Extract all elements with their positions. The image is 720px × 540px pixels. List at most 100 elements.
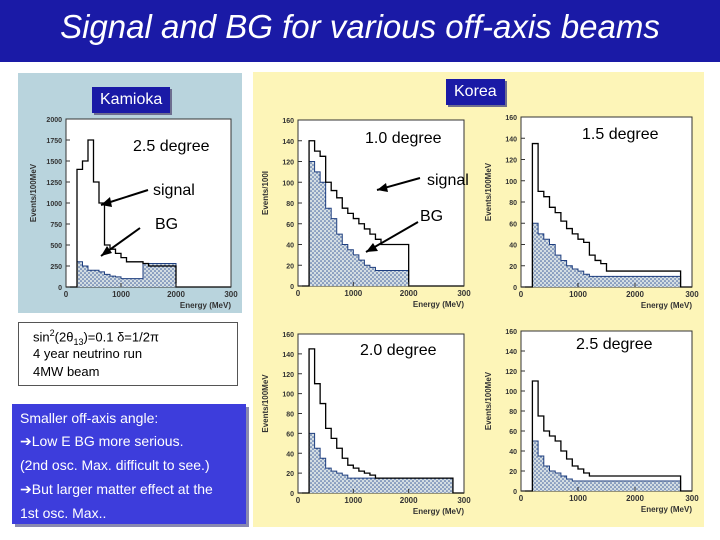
chart-label-2-5: 2.5 degree <box>576 336 653 353</box>
bg-bar <box>589 276 596 287</box>
bg-bar <box>403 478 409 493</box>
bg-bar <box>589 481 596 491</box>
bg-bar <box>137 278 143 287</box>
bg-bar <box>353 478 359 493</box>
y-tick-label: 500 <box>50 243 62 250</box>
bg-bar <box>375 270 381 286</box>
bg-bar <box>606 481 613 491</box>
bg-bar <box>612 276 618 287</box>
x-tick-label: 300 <box>685 494 699 503</box>
x-axis-label: Energy (MeV) <box>180 301 231 310</box>
bg-bar <box>617 481 624 491</box>
x-tick-label: 0 <box>519 494 524 503</box>
bg-bar <box>347 478 354 493</box>
y-tick-label: 160 <box>505 329 517 336</box>
y-tick-label: 250 <box>50 264 62 271</box>
bg-bar <box>532 223 539 287</box>
bg-bar <box>657 481 664 491</box>
bg-bar <box>543 466 550 491</box>
bg-bar <box>397 270 404 286</box>
bg-bar <box>566 265 573 287</box>
bg-bar <box>623 276 630 287</box>
bg-bar <box>148 263 154 287</box>
plot-area <box>520 330 693 492</box>
y-tick-label: 0 <box>58 285 62 292</box>
y-tick-label: 80 <box>286 412 294 419</box>
bg-bar <box>612 481 618 491</box>
bg-bar <box>572 268 578 287</box>
slide-title: Signal and BG for various off-axis beams <box>60 8 660 45</box>
bg-bar <box>320 182 326 286</box>
bg-bar <box>325 208 332 286</box>
y-tick-label: 60 <box>286 431 294 438</box>
x-tick-label: 2000 <box>400 289 418 298</box>
param-line-3: 4MW beam <box>33 364 100 379</box>
bg-bar <box>425 478 431 493</box>
x-axis-label: Energy (MeV) <box>641 301 692 310</box>
bg-bar <box>364 265 370 286</box>
note-line-4: ➔But larger matter effect at the <box>20 481 213 497</box>
y-tick-label: 1250 <box>46 180 62 187</box>
bg-bar <box>358 478 365 493</box>
bg-bar <box>657 276 664 287</box>
y-tick-label: 60 <box>509 429 517 436</box>
bg-bar <box>578 481 584 491</box>
bg-bar <box>560 260 567 287</box>
bg-bar <box>414 478 420 493</box>
bg-bar <box>369 478 376 493</box>
bg-bar <box>549 244 556 287</box>
bg-bar <box>154 263 160 287</box>
bg-bar <box>635 481 641 491</box>
bg-bar <box>640 276 647 287</box>
bg-bar <box>165 263 171 287</box>
y-tick-label: 80 <box>509 200 517 207</box>
y-tick-label: 60 <box>509 221 517 228</box>
param-sin: sin <box>33 329 50 345</box>
signal-arrowhead-korea <box>377 183 388 192</box>
bg-bar <box>600 276 607 287</box>
bg-arrowhead-korea <box>366 243 378 252</box>
y-tick-label: 2000 <box>46 117 62 124</box>
y-tick-label: 20 <box>286 471 294 478</box>
y-tick-label: 0 <box>290 284 294 291</box>
y-tick-label: 100 <box>505 389 517 396</box>
bg-bar <box>143 263 149 287</box>
y-tick-label: 60 <box>286 222 294 229</box>
y-tick-label: 20 <box>509 469 517 476</box>
bg-bar <box>381 478 387 493</box>
y-tick-label: 160 <box>282 332 294 339</box>
x-tick-label: 300 <box>457 289 471 298</box>
bg-bar <box>566 479 573 491</box>
bg-bar <box>336 473 343 493</box>
param-line-2: 4 year neutrino run <box>33 346 143 361</box>
signal-arrowhead <box>101 197 112 207</box>
signal-step-line <box>298 348 464 494</box>
x-tick-label: 2000 <box>626 494 644 503</box>
bg-bar <box>358 260 365 286</box>
bg-bar <box>82 266 88 287</box>
bg-bar <box>104 274 110 287</box>
y-tick-label: 20 <box>286 263 294 270</box>
y-tick-label: 0 <box>513 285 517 292</box>
bg-bar <box>669 481 675 491</box>
note-box: Smaller off-axis angle: ➔Low E BG more s… <box>12 404 246 524</box>
x-axis-label: Energy (MeV) <box>641 505 692 514</box>
bg-bar <box>447 478 453 493</box>
bg-bar <box>115 276 121 287</box>
bg-bar <box>572 481 578 491</box>
y-tick-label: 140 <box>505 136 517 143</box>
x-tick-label: 300 <box>457 496 471 505</box>
bg-bar <box>555 473 561 491</box>
y-tick-label: 120 <box>282 372 294 379</box>
y-tick-label: 120 <box>282 160 294 167</box>
chart-label-1-0: 1.0 degree <box>365 130 442 147</box>
bg-bar <box>543 239 550 287</box>
bg-bar <box>121 278 127 287</box>
bg-bar <box>331 218 337 286</box>
bg-bar <box>674 276 681 287</box>
y-tick-label: 120 <box>505 158 517 165</box>
bg-bar <box>430 478 437 493</box>
note-line-1: Smaller off-axis angle: <box>20 410 159 426</box>
bg-bar <box>403 270 409 286</box>
